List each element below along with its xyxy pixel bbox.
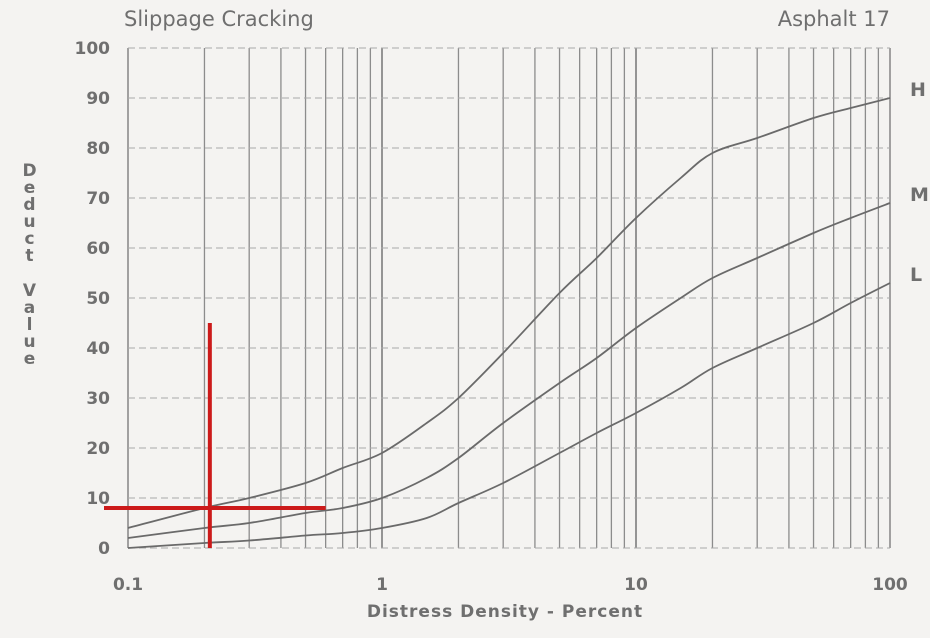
y-axis-tick-labels: 0 10 20 30 40 50 60 70 80 90 100 [75, 39, 111, 559]
curve-label-h: H [910, 79, 926, 101]
y-axis-title-letter: t [25, 246, 34, 266]
y-axis-title-letter: c [24, 229, 35, 249]
y-tick-label: 80 [86, 139, 110, 159]
y-tick-label: 50 [86, 289, 110, 309]
y-axis-title-letter: e [24, 178, 37, 198]
y-tick-label: 100 [75, 39, 111, 59]
y-tick-label: 20 [86, 439, 110, 459]
y-axis-title-letter: u [23, 332, 36, 352]
x-axis-tick-labels: 0.1 1 10 100 [113, 575, 908, 595]
chart-subtitle: Asphalt 17 [778, 7, 890, 31]
deduct-curves [127, 97, 891, 549]
x-tick-label: 1 [376, 575, 388, 595]
x-tick-label: 10 [624, 575, 648, 595]
y-axis-title-letter: D [22, 161, 37, 181]
x-axis-title: Distress Density - Percent [367, 602, 643, 622]
horizontal-grid [128, 47, 890, 549]
y-tick-label: 30 [86, 389, 110, 409]
x-tick-label: 0.1 [113, 575, 143, 595]
y-tick-label: 60 [86, 239, 110, 259]
curve-h [127, 97, 891, 529]
y-tick-label: 40 [86, 339, 110, 359]
y-tick-label: 90 [86, 89, 110, 109]
y-tick-label: 70 [86, 189, 110, 209]
y-axis-title-letter: a [24, 298, 36, 318]
curve-labels: H M L [910, 79, 929, 286]
curve-label-l: L [910, 264, 922, 286]
y-tick-label: 0 [98, 539, 110, 559]
y-axis-title-letter: l [27, 315, 34, 335]
y-tick-label: 10 [86, 489, 110, 509]
chart-title: Slippage Cracking [124, 7, 314, 31]
red-reading-markers [104, 323, 326, 548]
y-axis-title-letter: e [24, 349, 37, 369]
curve-l [127, 282, 891, 549]
y-axis-title-letter: d [23, 195, 36, 215]
y-axis-title-letter: V [23, 281, 37, 301]
curve-label-m: M [910, 184, 929, 206]
x-tick-label: 100 [872, 575, 908, 595]
y-axis-title-letter: u [23, 212, 36, 232]
curve-m [127, 202, 891, 539]
